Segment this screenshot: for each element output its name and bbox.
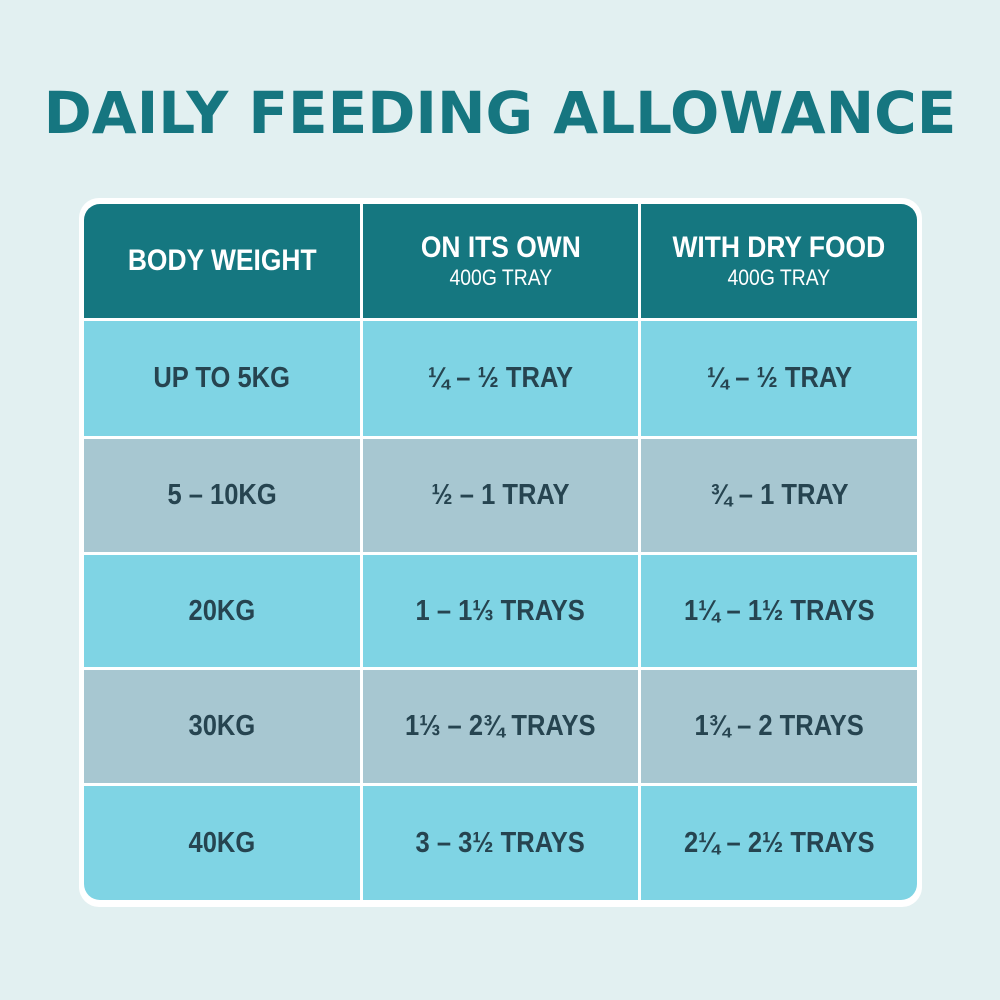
body-weight-value: 40KG bbox=[188, 826, 256, 859]
body-weight-value: 20KG bbox=[188, 594, 256, 627]
table-cell: 20KG bbox=[84, 555, 360, 667]
table-cell: ¾ – 1 TRAY bbox=[641, 439, 917, 552]
header-sublabel: 400G TRAY bbox=[449, 265, 552, 290]
table-cell: 1 – 1⅓ TRAYS bbox=[363, 555, 638, 667]
header-cell-with-dry-food: WITH DRY FOOD 400G TRAY bbox=[641, 204, 917, 318]
table-cell: 1¾ – 2 TRAYS bbox=[641, 670, 917, 783]
header-cell-on-its-own: ON ITS OWN 400G TRAY bbox=[363, 204, 638, 318]
table-cell: 2¼ – 2½ TRAYS bbox=[641, 786, 917, 900]
table-cell: 1⅓ – 2¾ TRAYS bbox=[363, 670, 638, 783]
header-cell-body-weight: BODY WEIGHT bbox=[84, 204, 360, 318]
header-sublabel: 400G TRAY bbox=[727, 265, 831, 290]
table-cell: 40KG bbox=[84, 786, 360, 900]
header-label: BODY WEIGHT bbox=[127, 244, 317, 277]
table-cell: 3 – 3½ TRAYS bbox=[363, 786, 638, 900]
page-title: DAILY FEEDING ALLOWANCE bbox=[43, 79, 957, 147]
body-weight-value: 30KG bbox=[188, 710, 256, 742]
table-cell: 30KG bbox=[84, 670, 360, 783]
on-its-own-value: ½ – 1 TRAY bbox=[431, 479, 570, 511]
with-dry-food-value: ¼ – ½ TRAY bbox=[706, 362, 852, 394]
with-dry-food-value: ¾ – 1 TRAY bbox=[709, 479, 849, 511]
body-weight-value: 5 – 10KG bbox=[167, 479, 277, 511]
table-cell: ½ – 1 TRAY bbox=[363, 439, 638, 552]
with-dry-food-value: 1¾ – 2 TRAYS bbox=[694, 710, 864, 742]
table-cell: ¼ – ½ TRAY bbox=[363, 321, 638, 436]
header-label: WITH DRY FOOD bbox=[672, 231, 886, 264]
on-its-own-value: 1⅓ – 2¾ TRAYS bbox=[405, 710, 596, 742]
on-its-own-value: 3 – 3½ TRAYS bbox=[415, 826, 586, 859]
feeding-table: BODY WEIGHT ON ITS OWN 400G TRAY WITH DR… bbox=[79, 198, 922, 907]
on-its-own-value: 1 – 1⅓ TRAYS bbox=[415, 594, 586, 627]
table-cell: 1¼ – 1½ TRAYS bbox=[641, 555, 917, 667]
table-cell: UP TO 5KG bbox=[84, 321, 360, 436]
with-dry-food-value: 1¼ – 1½ TRAYS bbox=[683, 594, 875, 627]
header-label: ON ITS OWN bbox=[420, 231, 581, 264]
with-dry-food-value: 2¼ – 2½ TRAYS bbox=[683, 826, 875, 859]
table-cell: 5 – 10KG bbox=[84, 439, 360, 552]
feeding-table-grid: BODY WEIGHT ON ITS OWN 400G TRAY WITH DR… bbox=[84, 204, 917, 901]
on-its-own-value: ¼ – ½ TRAY bbox=[427, 362, 574, 394]
table-cell: ¼ – ½ TRAY bbox=[641, 321, 917, 436]
body-weight-value: UP TO 5KG bbox=[153, 362, 291, 394]
